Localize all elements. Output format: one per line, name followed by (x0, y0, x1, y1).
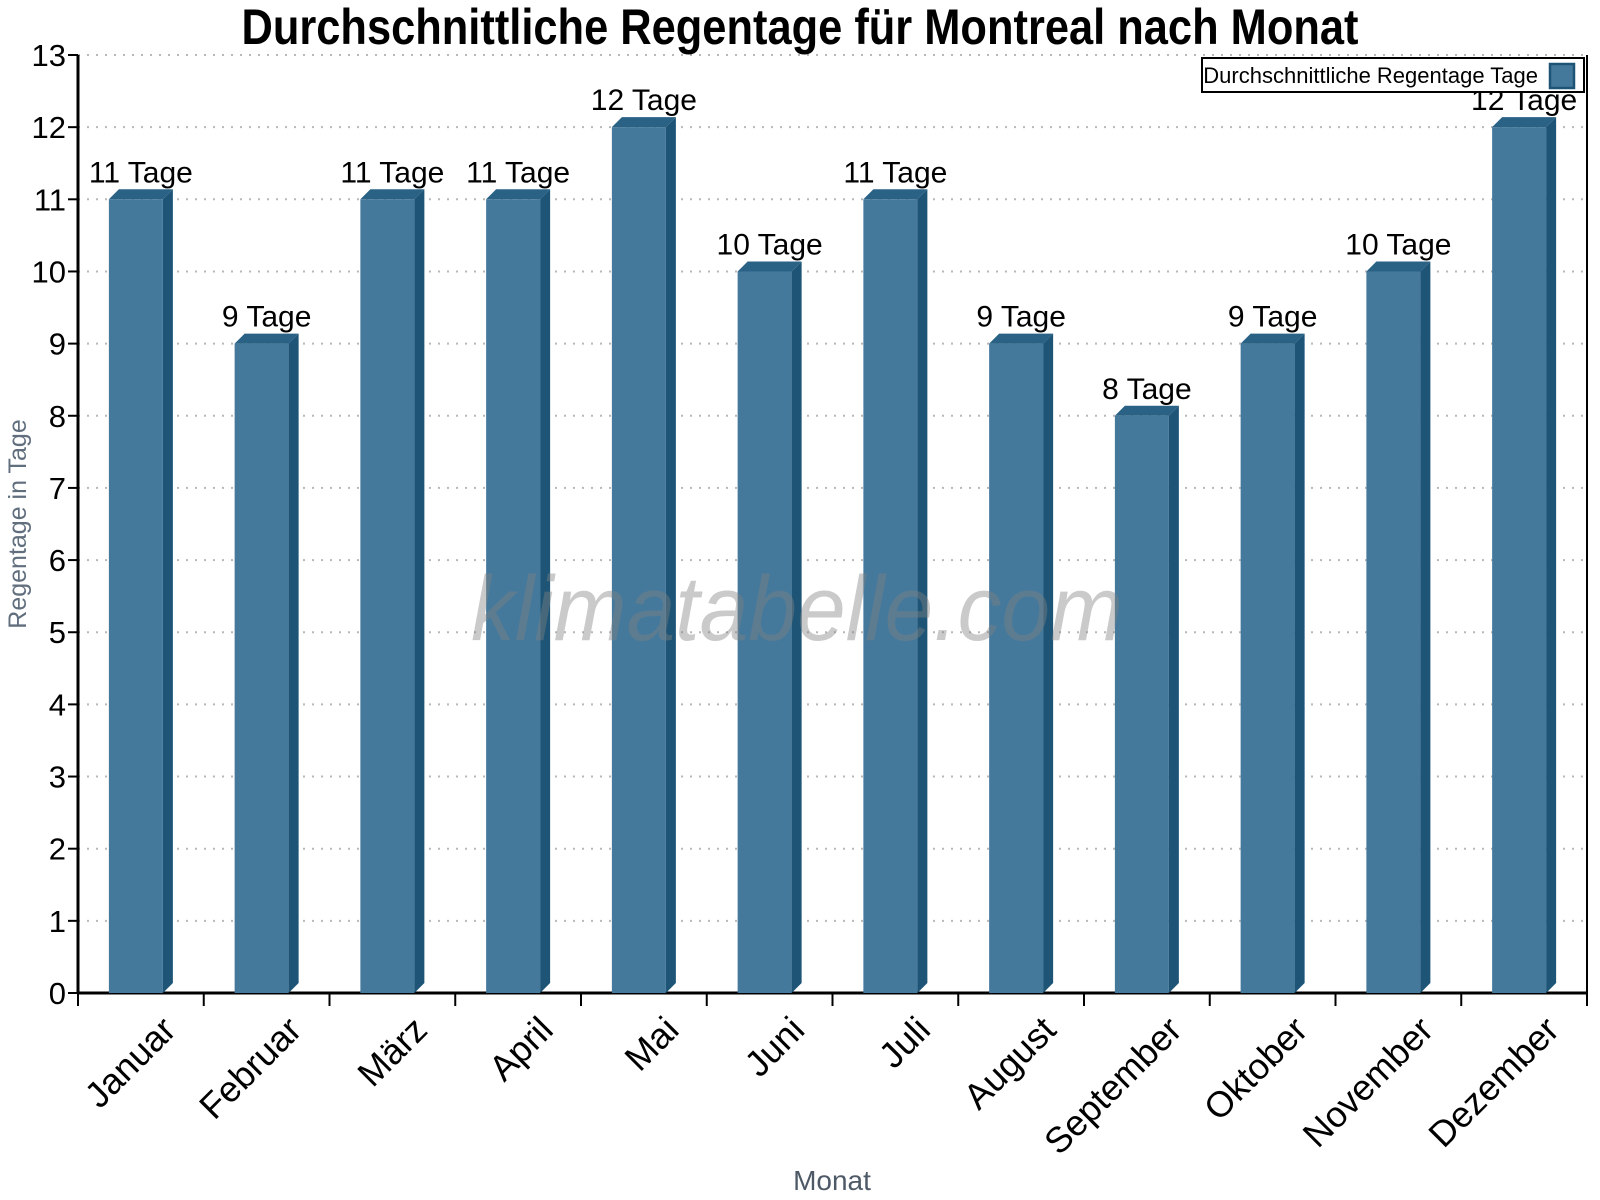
x-category-label: August (955, 1009, 1063, 1117)
bar-oktober (1240, 333, 1305, 994)
x-axis-title: Monat (793, 1165, 871, 1196)
bar-side-face (540, 189, 551, 994)
x-category-label: März (349, 1009, 435, 1095)
bar-front-face (989, 343, 1044, 994)
bar-value-label: 12 Tage (591, 84, 697, 117)
bar-front-face (234, 343, 289, 994)
bar-front-face (108, 199, 163, 994)
bar-side-face (1043, 333, 1054, 994)
y-tick-label: 4 (49, 687, 66, 722)
bar-value-label: 9 Tage (1228, 301, 1318, 334)
bar-value-labels-layer: 11 Tage 9 Tage 11 Tage 11 Tage 12 Tage 10 Tag… (89, 84, 1577, 406)
bar-top-face (863, 189, 928, 200)
bar-top-face (1366, 261, 1431, 272)
bar-september (1114, 405, 1179, 993)
y-tick-label: 10 (32, 254, 66, 289)
bar-value-label: 8 Tage (1102, 373, 1192, 406)
bar-januar (108, 189, 173, 994)
legend-box (1201, 57, 1585, 93)
bar-value-label: 10 Tage (1345, 228, 1451, 261)
bar-front-face (1240, 343, 1295, 994)
bar-april (486, 189, 551, 994)
bar-top-face (1492, 117, 1557, 128)
bar-side-face (1420, 261, 1431, 993)
bar-side-face (791, 261, 802, 993)
chart-title: Durchschnittliche Regentage für Montreal… (242, 0, 1359, 55)
x-category-label: September (1036, 1009, 1190, 1163)
bar-front-face (360, 199, 415, 994)
x-category-label: Oktober (1196, 1009, 1316, 1129)
bar-side-face (1168, 405, 1179, 993)
x-category-label: Juli (871, 1009, 938, 1076)
bar-side-face (162, 189, 173, 994)
x-category-label: Juni (736, 1009, 812, 1085)
bar-side-face (665, 117, 676, 993)
bar-top-face (486, 189, 551, 200)
bar-front-face (1366, 271, 1421, 993)
bar-value-label: 11 Tage (843, 156, 947, 189)
bar-value-label: 11 Tage (466, 156, 570, 189)
bar-side-face (288, 333, 299, 994)
bar-top-face (234, 333, 299, 344)
bar-front-face (1492, 127, 1547, 993)
bar-top-face (108, 189, 173, 200)
gridlines-layer (78, 54, 1587, 922)
bar-top-face (1114, 405, 1179, 416)
bar-top-face (737, 261, 802, 272)
x-category-label: November (1294, 1009, 1440, 1155)
bar-november (1366, 261, 1431, 993)
bar-value-label: 10 Tage (717, 228, 823, 261)
watermark-text: klimatabelle.com (471, 558, 1123, 660)
bar-top-face (611, 117, 676, 128)
bar-value-label: 9 Tage (222, 301, 312, 334)
bar-top-face (989, 333, 1054, 344)
bar-august (989, 333, 1054, 994)
bar-front-face (737, 271, 792, 993)
y-tick-label: 8 (49, 399, 66, 434)
legend-label: Durchschnittliche Regentage Tage (1203, 63, 1538, 88)
x-category-label: Februar (191, 1009, 309, 1127)
y-tick-label: 7 (49, 471, 66, 506)
y-tick-label: 9 (49, 327, 66, 362)
bar-front-face (611, 127, 666, 993)
y-tick-label: 11 (34, 182, 66, 217)
x-category-label: Mai (616, 1009, 686, 1079)
y-axis-title: Regentage in Tage (4, 419, 32, 628)
x-category-label: Dezember (1420, 1009, 1566, 1155)
x-category-label: April (481, 1009, 561, 1089)
y-tick-label: 3 (49, 760, 66, 795)
y-tick-label: 13 (32, 38, 66, 73)
bar-front-face (863, 199, 918, 994)
legend-swatch (1548, 62, 1576, 90)
bar-dezember (1492, 117, 1557, 993)
bar-side-face (917, 189, 928, 994)
y-tick-label: 0 (49, 976, 66, 1011)
bar-value-label: 9 Tage (976, 301, 1066, 334)
bar-märz (360, 189, 425, 994)
bar-value-label: 11 Tage (89, 156, 193, 189)
x-category-label: Januar (77, 1009, 184, 1116)
bar-top-face (1240, 333, 1305, 344)
bar-side-face (414, 189, 425, 994)
bar-front-face (1114, 415, 1169, 993)
bar-top-face (360, 189, 425, 200)
bar-juni (737, 261, 802, 993)
bar-side-face (1294, 333, 1305, 994)
bar-value-label: 11 Tage (340, 156, 444, 189)
bar-juli (863, 189, 928, 994)
bar-front-face (486, 199, 541, 994)
bar-mai (611, 117, 676, 993)
y-tick-label: 2 (49, 832, 66, 867)
bar-side-face (1546, 117, 1557, 993)
bars-layer (108, 117, 1557, 994)
bar-februar (234, 333, 299, 994)
y-tick-label: 6 (49, 543, 66, 578)
y-tick-label: 1 (49, 904, 66, 939)
y-tick-label: 5 (49, 615, 66, 650)
legend: Durchschnittliche Regentage Tage (1201, 57, 1585, 93)
y-tick-label: 12 (32, 110, 66, 145)
